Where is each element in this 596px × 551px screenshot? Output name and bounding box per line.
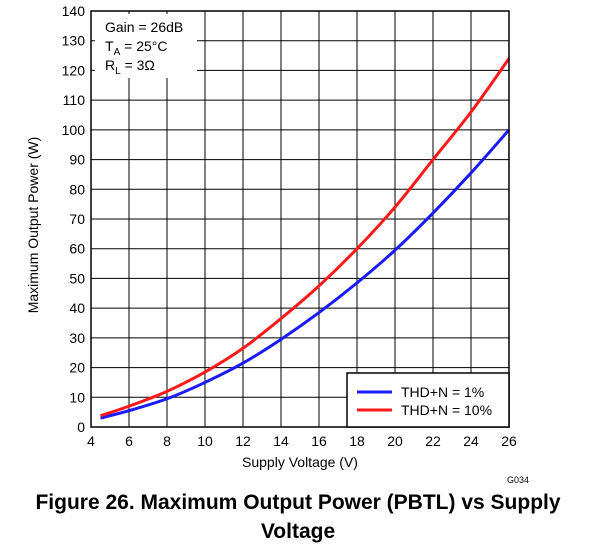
x-axis-title: Supply Voltage (V) [242,454,358,470]
plot-frame [90,10,510,428]
x-tick-label: 4 [87,433,95,449]
tick-labels: 4 6 8 10 12 14 16 18 20 22 24 26 0 10 20 30 40 50 60 70 80 90… [62,3,517,449]
figure-caption: Figure 26. Maximum Output Power (PBTL) v… [35,491,561,543]
legend: THD+N = 1% THD+N = 10% [346,372,510,428]
x-tick-label: 14 [273,433,289,449]
annotation-rl: RL = 3Ω [105,57,155,77]
legend-box [346,372,510,428]
annotation-background [95,14,197,78]
x-tick-label: 18 [349,433,365,449]
figure-code: G034 [507,475,529,485]
x-tick-label: 10 [197,433,213,449]
annotation-gain: Gain = 26dB [105,19,183,35]
series-line-thd1 [100,128,511,420]
x-tick-label: 20 [387,433,403,449]
legend-label-thd10: THD+N = 10% [401,402,492,418]
x-tick-label: 24 [463,433,479,449]
y-tick-label: 40 [69,300,85,316]
annotation-box: Gain = 26dB TA = 25°C RL = 3Ω [95,14,197,78]
y-tick-label: 70 [69,211,85,227]
y-axis-title: Maximum Output Power (W) [25,137,41,314]
x-tick-label: 12 [235,433,251,449]
annotation-rl-main: R [105,57,115,73]
x-tick-label: 26 [501,433,517,449]
y-tick-label: 120 [62,62,86,78]
annotation-ta-main: T [105,38,114,54]
y-tick-label: 140 [62,3,86,19]
series [100,57,511,420]
x-tick-label: 16 [311,433,327,449]
annotation-ta-rest: = 25°C [120,38,167,54]
series-line-thd10 [100,57,511,418]
annotation-ta-sub: A [114,47,121,58]
legend-label-thd1: THD+N = 1% [401,384,484,400]
annotation-ta: TA = 25°C [105,38,167,58]
annotation-rl-sub: L [115,66,121,77]
x-tick-label: 8 [163,433,171,449]
x-tick-label: 22 [425,433,441,449]
annotation-rl-rest: = 3Ω [121,57,155,73]
x-tick-label: 6 [125,433,133,449]
y-tick-label: 20 [69,360,85,376]
y-tick-label: 90 [69,152,85,168]
y-tick-label: 10 [69,389,85,405]
y-tick-label: 30 [69,330,85,346]
y-tick-label: 50 [69,270,85,286]
y-tick-label: 80 [69,181,85,197]
y-tick-label: 0 [77,419,85,435]
y-tick-label: 100 [62,122,86,138]
y-tick-label: 60 [69,241,85,257]
y-tick-label: 130 [62,33,86,49]
chart: 4 6 8 10 12 14 16 18 20 22 24 26 0 10 20 30 40 50 60 70 80 90… [25,3,529,485]
y-tick-label: 110 [63,92,86,108]
